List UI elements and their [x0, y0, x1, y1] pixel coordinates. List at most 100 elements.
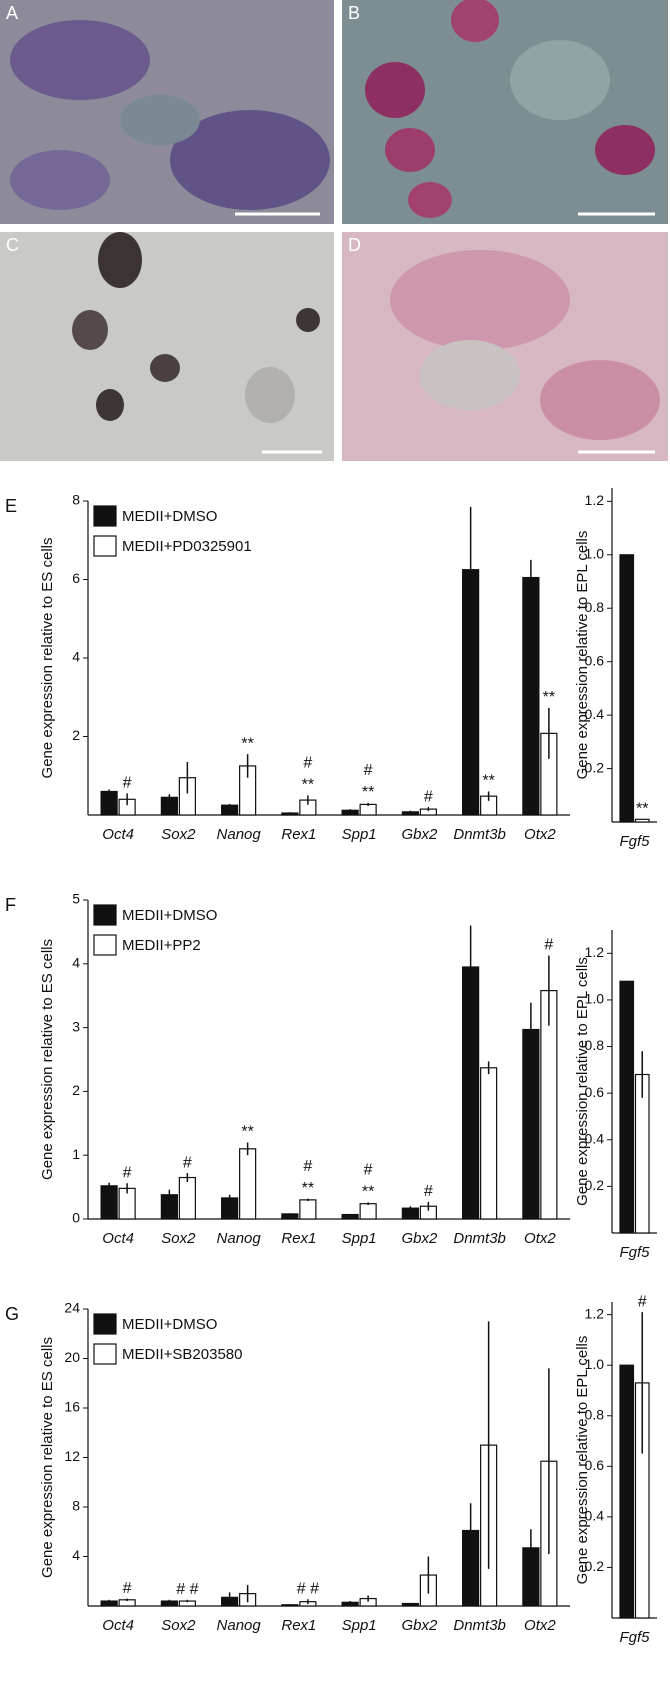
significance-label: #: [638, 1293, 647, 1310]
y-tick-label: 0.4: [585, 706, 605, 722]
x-tick-label: Spp1: [342, 826, 377, 843]
x-tick-label: Rex1: [281, 1230, 316, 1247]
y-tick-label: 0.6: [585, 1084, 605, 1100]
significance-label: #: [183, 1154, 192, 1171]
y-axis-label: Gene expression relative to EPL cells: [574, 957, 591, 1206]
legend-label: MEDII+SB203580: [122, 1346, 243, 1363]
y-tick-label: 20: [64, 1349, 80, 1365]
bar: [619, 1364, 635, 1619]
x-tick-label: Oct4: [102, 826, 134, 843]
bar: [281, 1213, 299, 1220]
x-tick-label: Oct4: [102, 1617, 134, 1634]
y-tick-label: 24: [64, 1300, 80, 1316]
legend-swatch: [93, 904, 117, 926]
y-tick-label: 0.4: [585, 1130, 605, 1146]
bar: [619, 554, 635, 823]
legend-label: MEDII+PP2: [122, 937, 201, 954]
legend-swatch: [93, 1313, 117, 1335]
y-tick-label: 1: [72, 1146, 80, 1162]
y-tick-label: 2: [72, 727, 80, 743]
bar: [522, 576, 540, 816]
significance-label: **: [543, 689, 555, 706]
significance-label: #: [424, 1183, 433, 1200]
x-tick-label: Gbx2: [401, 1230, 438, 1247]
legend-label: MEDII+DMSO: [122, 508, 217, 525]
x-tick-label: Fgf5: [619, 833, 650, 850]
x-tick-label: Dnmt3b: [453, 1230, 506, 1247]
x-tick-label: Gbx2: [401, 1617, 438, 1634]
legend-swatch: [93, 505, 117, 527]
y-tick-label: 3: [72, 1018, 80, 1034]
legend-swatch: [93, 535, 117, 557]
significance-label: #: [364, 762, 373, 779]
bar: [299, 1199, 317, 1220]
x-tick-label: Nanog: [217, 826, 262, 843]
bar: [619, 980, 635, 1234]
y-axis-label: Gene expression relative to ES cells: [39, 939, 56, 1180]
x-tick-label: Otx2: [524, 1617, 556, 1634]
bar: [178, 1176, 196, 1220]
bar: [239, 1148, 257, 1220]
significance-label: #: [123, 1164, 132, 1181]
y-tick-label: 0.6: [585, 1457, 605, 1473]
significance-label: #: [424, 788, 433, 805]
x-tick-label: Dnmt3b: [453, 1617, 506, 1634]
micrograph-b: [342, 0, 668, 224]
x-tick-label: Fgf5: [619, 1629, 650, 1646]
significance-label: #: [123, 775, 132, 792]
y-tick-label: 4: [72, 1547, 80, 1563]
y-axis-label: Gene expression relative to ES cells: [39, 1337, 56, 1578]
panel-label: G: [5, 1304, 19, 1324]
y-tick-label: 1.0: [585, 991, 605, 1007]
significance-label: **: [362, 1184, 374, 1201]
y-axis-label: Gene expression relative to EPL cells: [574, 531, 591, 780]
y-tick-label: 4: [72, 955, 80, 971]
y-tick-label: 0.8: [585, 1406, 605, 1422]
y-tick-label: 0.2: [585, 1558, 605, 1574]
y-tick-label: 8: [72, 492, 80, 508]
panel-label: D: [348, 235, 361, 255]
panel-label: B: [348, 3, 360, 23]
significance-label: # #: [297, 1580, 319, 1597]
bar: [341, 1213, 359, 1220]
y-tick-label: 16: [64, 1399, 80, 1415]
significance-label: #: [364, 1162, 373, 1179]
x-tick-label: Otx2: [524, 826, 556, 843]
y-tick-label: 0.8: [585, 1037, 605, 1053]
legend-label: MEDII+PD0325901: [122, 538, 252, 555]
significance-label: **: [362, 784, 374, 801]
x-tick-label: Nanog: [217, 1617, 262, 1634]
y-tick-label: 2: [72, 1082, 80, 1098]
significance-label: **: [302, 1180, 314, 1197]
x-tick-label: Rex1: [281, 826, 316, 843]
bar: [359, 803, 377, 816]
significance-label: **: [241, 735, 253, 752]
significance-label: **: [482, 773, 494, 790]
y-axis-label: Gene expression relative to ES cells: [39, 538, 56, 779]
x-tick-label: Sox2: [161, 1230, 196, 1247]
micrograph-d: [342, 232, 668, 461]
bar: [634, 1073, 650, 1234]
bar: [522, 1028, 540, 1220]
y-tick-label: 0.2: [585, 759, 605, 775]
y-axis-label: Gene expression relative to EPL cells: [574, 1336, 591, 1585]
micrograph-c: [0, 232, 334, 461]
x-tick-label: Fgf5: [619, 1244, 650, 1261]
y-tick-label: 1.0: [585, 546, 605, 562]
x-tick-label: Nanog: [217, 1230, 262, 1247]
y-tick-label: 12: [64, 1448, 80, 1464]
significance-label: #: [303, 755, 312, 772]
x-tick-label: Sox2: [161, 826, 196, 843]
significance-label: **: [241, 1124, 253, 1141]
y-tick-label: 8: [72, 1498, 80, 1514]
y-tick-label: 0: [72, 1210, 80, 1226]
panel-label: F: [5, 895, 16, 915]
significance-label: **: [302, 777, 314, 794]
significance-label: #: [123, 1580, 132, 1597]
bar: [359, 1203, 377, 1220]
significance-label: # #: [176, 1581, 198, 1598]
bar: [480, 1067, 498, 1220]
x-tick-label: Rex1: [281, 1617, 316, 1634]
significance-label: **: [636, 801, 648, 818]
